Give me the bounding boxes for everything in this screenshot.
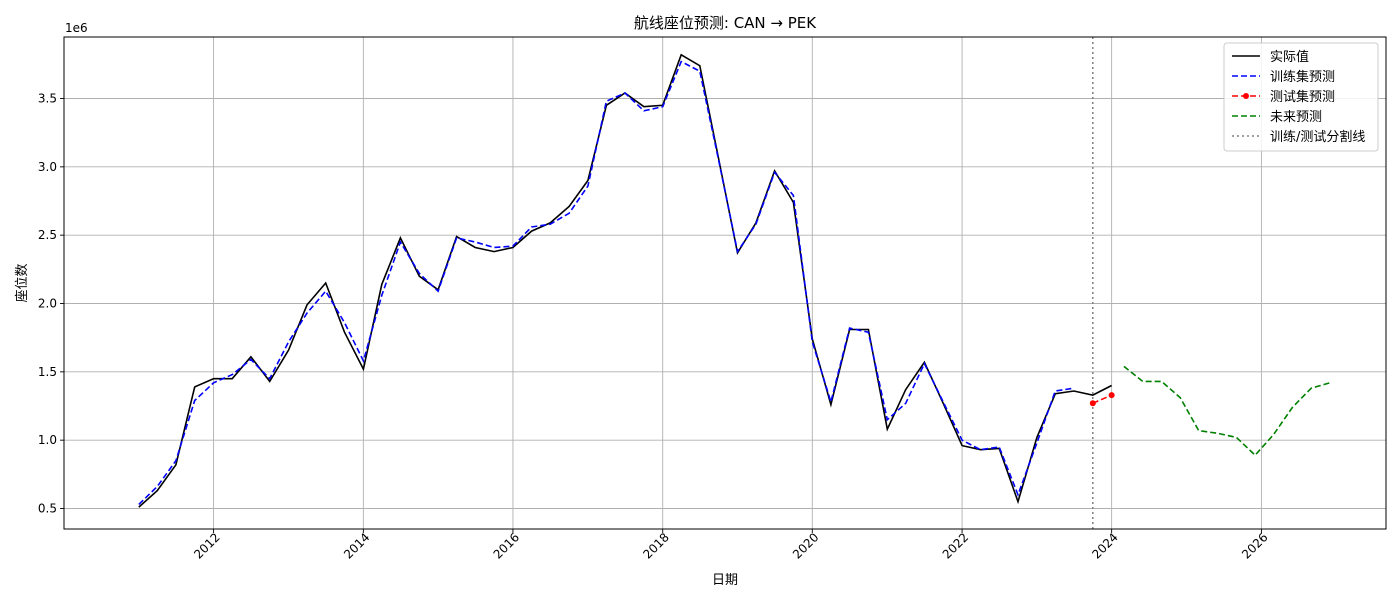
y-tick-label: 0.5 bbox=[38, 502, 57, 516]
series-point-2 bbox=[1089, 400, 1096, 407]
legend-label: 测试集预测 bbox=[1270, 89, 1335, 105]
x-tick-label: 2026 bbox=[1239, 530, 1270, 561]
grid bbox=[64, 37, 1386, 529]
x-tick-label: 2018 bbox=[640, 530, 671, 561]
y-tick-label: 3.5 bbox=[38, 92, 57, 106]
series-line-2 bbox=[1092, 394, 1112, 405]
legend-label: 实际值 bbox=[1270, 49, 1309, 65]
series-line-3 bbox=[1123, 365, 1331, 457]
y-tick-label: 2.0 bbox=[38, 297, 57, 311]
y-axis-ticks: 0.5 1.0 1.5 2.0 2.5 3.0 3.5 bbox=[38, 92, 64, 516]
series-line-1 bbox=[138, 60, 1075, 505]
x-tick-label: 2022 bbox=[940, 530, 971, 561]
series-point-2 bbox=[1108, 392, 1115, 399]
y-axis-offset-label: 1e6 bbox=[65, 21, 88, 35]
x-tick-label: 2012 bbox=[191, 530, 222, 561]
y-tick-label: 2.5 bbox=[38, 228, 57, 242]
y-tick-label: 1.5 bbox=[38, 365, 57, 379]
legend-label: 训练集预测 bbox=[1270, 69, 1335, 85]
y-axis-label: 座位数 bbox=[15, 263, 30, 302]
y-tick-label: 3.0 bbox=[38, 160, 57, 174]
x-axis-label: 日期 bbox=[712, 573, 738, 588]
plot-area-frame bbox=[63, 36, 1387, 530]
x-tick-label: 2024 bbox=[1089, 530, 1120, 561]
y-tick-label: 1.0 bbox=[38, 433, 57, 447]
x-tick-label: 2014 bbox=[341, 530, 372, 561]
legend-marker bbox=[1243, 93, 1249, 99]
x-axis-ticks: 2012 2014 2016 2018 2020 2022 2024 2026 bbox=[191, 529, 1271, 562]
x-tick-label: 2020 bbox=[790, 530, 821, 561]
legend-label: 训练/测试分割线 bbox=[1270, 129, 1365, 145]
chart-title: 航线座位预测: CAN → PEK bbox=[634, 14, 817, 32]
series-line-0 bbox=[138, 53, 1112, 508]
series-layer bbox=[138, 53, 1331, 508]
legend-box bbox=[1223, 42, 1379, 152]
x-tick-label: 2016 bbox=[491, 530, 522, 561]
legend-label: 未来预测 bbox=[1270, 110, 1322, 125]
